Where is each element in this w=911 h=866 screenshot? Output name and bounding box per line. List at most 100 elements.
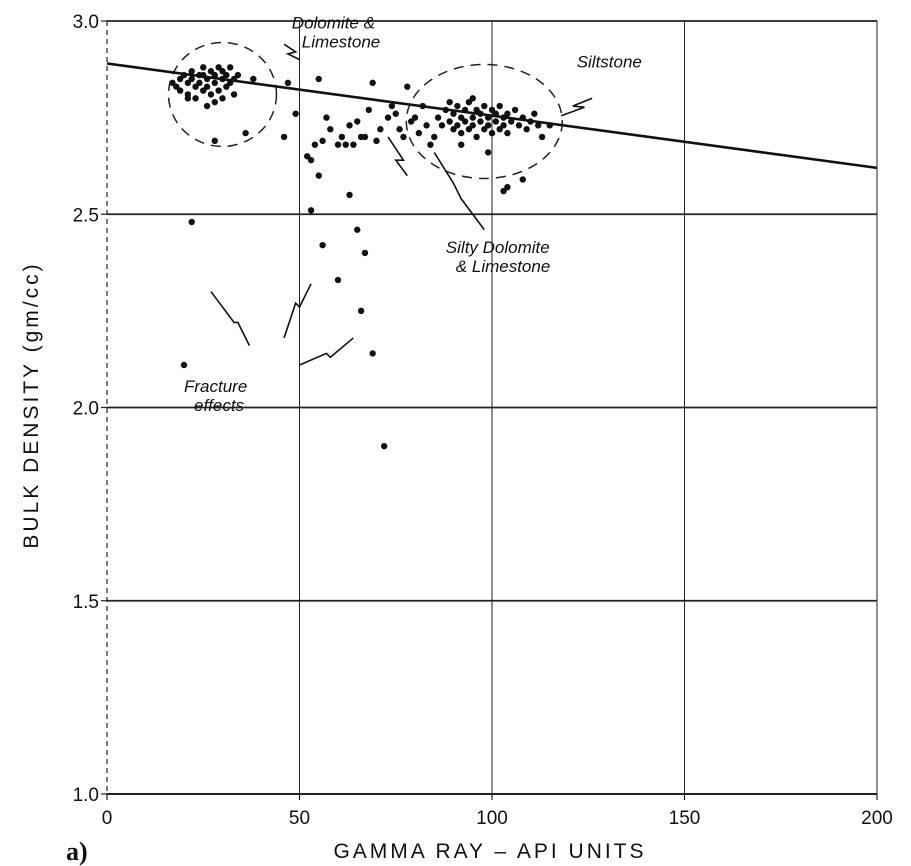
data-point xyxy=(250,75,257,83)
data-point xyxy=(504,110,511,117)
data-point xyxy=(504,183,511,191)
annotation-leader xyxy=(283,283,312,339)
data-point xyxy=(230,91,238,98)
x-tick-label: 100 xyxy=(476,808,508,829)
data-point xyxy=(338,133,346,141)
grid-lines xyxy=(101,20,878,800)
data-point xyxy=(203,102,211,110)
data-point xyxy=(473,133,480,141)
data-point xyxy=(438,122,446,129)
data-point xyxy=(384,114,392,121)
data-point xyxy=(334,141,342,148)
data-point xyxy=(431,133,438,141)
data-point xyxy=(546,122,553,129)
data-point xyxy=(369,350,376,357)
data-point xyxy=(188,218,195,226)
data-point xyxy=(519,114,526,121)
data-point xyxy=(400,133,407,141)
data-point xyxy=(481,102,488,110)
data-point xyxy=(196,79,203,87)
data-point xyxy=(484,114,492,121)
data-point xyxy=(319,137,326,145)
annotation-leader xyxy=(433,151,485,231)
data-point xyxy=(307,156,315,164)
annotation-label: Siltstone xyxy=(577,52,642,71)
data-point xyxy=(334,276,342,284)
data-point xyxy=(350,141,357,148)
data-point xyxy=(434,114,442,121)
data-point xyxy=(188,75,195,83)
data-point xyxy=(315,75,322,83)
y-tick-label: 1.0 xyxy=(73,785,99,806)
data-point xyxy=(200,64,207,71)
x-axis-label: GAMMA RAY – API UNITS xyxy=(333,840,646,863)
data-point xyxy=(211,71,218,79)
data-point xyxy=(346,191,353,199)
data-point xyxy=(284,79,292,87)
annotation-leader xyxy=(299,337,354,366)
data-point xyxy=(219,95,226,102)
data-point xyxy=(508,118,515,125)
y-tick-label: 1.5 xyxy=(73,592,99,613)
data-point xyxy=(315,172,322,179)
data-point xyxy=(461,106,469,114)
data-point xyxy=(523,126,530,133)
data-point xyxy=(500,122,507,129)
data-point xyxy=(354,118,361,125)
y-tick-label: 2.0 xyxy=(73,399,99,420)
annotation-label: Silty Dolomite & Limestone xyxy=(446,238,551,276)
tick-labels: 0 50 100 150 200 1.0 1.5 2.0 2.5 3.0 xyxy=(73,12,893,829)
data-point xyxy=(365,106,372,114)
annotation-label: Fracture effects xyxy=(184,377,247,415)
y-axis-label: BULK DENSITY (gm/cc) xyxy=(20,261,43,548)
data-point xyxy=(392,110,399,117)
data-point xyxy=(377,126,384,133)
data-point xyxy=(184,95,192,102)
data-point xyxy=(207,91,215,98)
annotation-line: effects xyxy=(194,396,245,415)
annotation-leader xyxy=(561,97,593,117)
data-point xyxy=(373,137,380,145)
annotation-leader xyxy=(283,43,300,61)
data-point xyxy=(223,71,230,79)
data-points xyxy=(169,64,553,450)
annotation-leader xyxy=(387,136,408,177)
data-point xyxy=(381,442,388,450)
x-tick-label: 200 xyxy=(861,808,893,829)
annotation-line: Dolomite & xyxy=(292,14,375,33)
data-point xyxy=(492,110,500,117)
annotation-line: Silty Dolomite xyxy=(446,238,550,257)
data-point xyxy=(477,118,484,125)
data-point xyxy=(469,122,476,129)
dolomite-group-outline xyxy=(167,41,278,148)
data-point xyxy=(357,307,365,315)
data-point xyxy=(469,114,476,121)
data-point xyxy=(415,129,423,137)
data-point xyxy=(527,118,534,125)
data-point xyxy=(454,102,461,110)
data-point xyxy=(484,149,492,156)
data-point xyxy=(188,68,195,75)
x-tick-label: 50 xyxy=(289,808,310,829)
data-point xyxy=(203,83,211,90)
data-point xyxy=(492,118,500,125)
data-point xyxy=(442,106,449,114)
data-point xyxy=(327,126,334,133)
data-point xyxy=(458,129,465,137)
data-point xyxy=(423,122,430,129)
data-point xyxy=(388,102,396,110)
data-point xyxy=(461,118,469,125)
data-point xyxy=(307,207,315,214)
data-point xyxy=(488,129,496,137)
annotation-line: Fracture xyxy=(184,377,247,396)
data-point xyxy=(369,79,376,87)
data-point xyxy=(176,87,184,94)
data-point xyxy=(446,118,453,125)
data-point xyxy=(180,361,188,369)
annotation-line: & Limestone xyxy=(456,257,551,276)
data-point xyxy=(361,249,369,257)
data-point xyxy=(535,122,542,129)
data-point xyxy=(342,141,349,148)
data-point xyxy=(346,122,353,129)
